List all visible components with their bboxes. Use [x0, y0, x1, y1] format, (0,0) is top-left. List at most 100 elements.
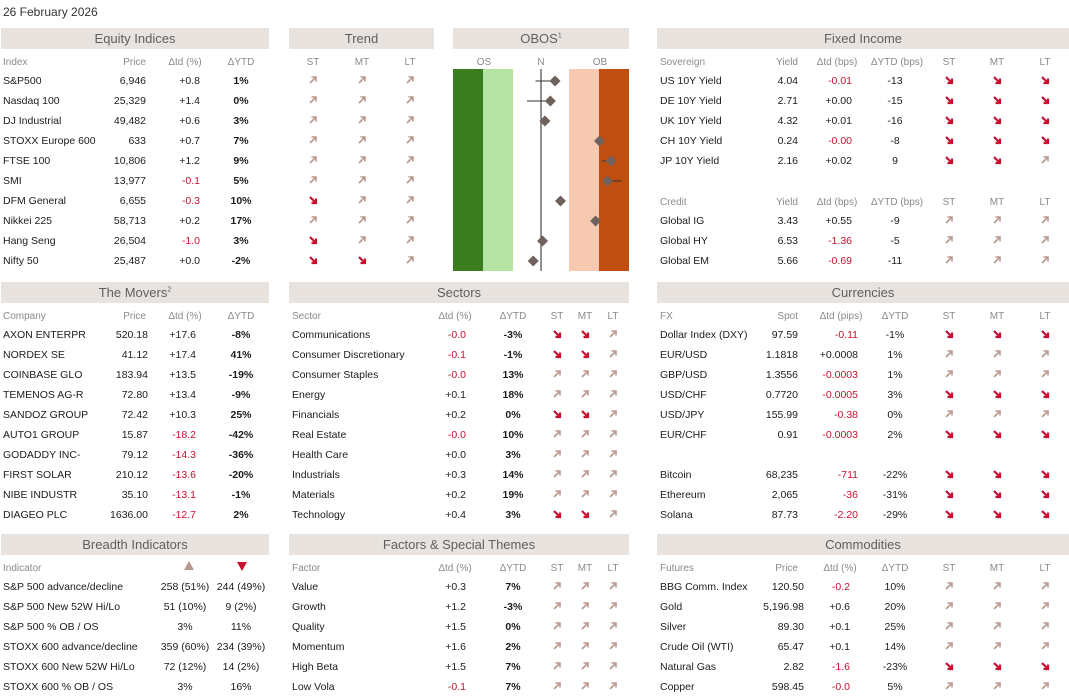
sector-ytd: -3%: [503, 329, 523, 341]
arrow-up-right-icon: [1035, 345, 1055, 365]
arrow-down-right-icon: [987, 325, 1007, 345]
obos-header: OBOS1: [453, 28, 629, 49]
fx-ytd: 3%: [887, 389, 903, 401]
equity-name: Nikkei 225: [3, 215, 53, 227]
commodity-row: Gold 5,196.98 +0.6 20%: [0, 597, 1069, 617]
equity-price: 25,329: [113, 95, 146, 107]
factor-ytd: 2%: [505, 641, 521, 653]
commod-col-2: Δtd (%): [823, 563, 857, 574]
factors-header: Factors & Special Themes: [289, 534, 629, 555]
arrow-up-right-icon: [400, 91, 420, 111]
arrow-up-right-icon: [603, 637, 623, 657]
sector-d: +0.3: [445, 469, 466, 481]
trend-col-1: MT: [354, 57, 370, 68]
arrow-up-right-icon: [987, 251, 1007, 271]
currencies-header-title: Currencies: [831, 285, 895, 300]
sovereign-d: +0.00: [825, 95, 852, 107]
equity-price: 633: [128, 135, 146, 147]
commodity-ytd: 25%: [884, 621, 906, 633]
arrow-down-right-icon: [575, 505, 595, 525]
arrow-down-right-icon: [1035, 505, 1055, 525]
commodity-p: 65.47: [777, 641, 804, 653]
crypto-ytd: -22%: [882, 469, 908, 481]
trend-row: [0, 111, 1069, 131]
breadth-a: 258 (51%): [160, 581, 210, 593]
arrow-up-right-icon: [547, 485, 567, 505]
arrow-down-right-icon: [939, 91, 959, 111]
movers-price: 520.18: [115, 329, 148, 341]
arrow-up-right-icon: [303, 131, 323, 151]
sovereign-row: CH 10Y Yield 0.24 -0.00 -8: [0, 131, 1069, 151]
fx-d: -0.0003: [822, 429, 858, 441]
commod-col-0: Futures: [660, 563, 694, 574]
movers-d: +13.4: [169, 389, 196, 401]
sector-name: Health Care: [292, 449, 349, 461]
factor-name: Quality: [292, 621, 325, 633]
breadth-b: 244 (49%): [216, 581, 266, 593]
equity-d: +0.7: [179, 135, 200, 147]
trend-row: [0, 171, 1069, 191]
credit-name: Global HY: [660, 235, 708, 247]
arrow-up-right-icon: [939, 405, 959, 425]
arrow-down-right-icon: [575, 345, 595, 365]
movers-price: 15.87: [121, 429, 148, 441]
equity-price: 58,713: [113, 215, 146, 227]
equity-row: DFM General 6,655 -0.3 10%: [0, 191, 1069, 211]
sector-name: Energy: [292, 389, 326, 401]
commodity-ytd: 10%: [884, 581, 906, 593]
arrow-down-right-icon: [303, 251, 323, 271]
factors-col-1: Δtd (%): [438, 563, 472, 574]
arrow-up-right-icon: [303, 91, 323, 111]
movers-col-0: Company: [3, 311, 46, 322]
sector-d: -0.0: [447, 329, 466, 341]
trend-row: [0, 91, 1069, 111]
sector-ytd: 13%: [502, 369, 524, 381]
sectors-col-2: ΔYTD: [499, 311, 527, 322]
arrow-up-right-icon: [1035, 251, 1055, 271]
fx-name: GBP/USD: [660, 369, 708, 381]
sectors-col-0: Sector: [292, 311, 321, 322]
movers-d: +17.6: [169, 329, 196, 341]
factor-name: Growth: [292, 601, 326, 613]
arrow-up-right-icon: [939, 637, 959, 657]
arrow-up-right-icon: [603, 365, 623, 385]
arrow-down-right-icon: [575, 405, 595, 425]
arrow-up-right-icon: [1035, 637, 1055, 657]
commodity-name: Natural Gas: [660, 661, 717, 673]
factors-col-5: LT: [607, 563, 619, 574]
movers-name: GODADDY INC-: [3, 449, 81, 461]
fixed-col-3: ΔYTD (bps): [870, 197, 924, 208]
arrow-up-right-icon: [1035, 231, 1055, 251]
commodity-d: +0.6: [829, 601, 850, 613]
movers-row: TEMENOS AG-R 72.80 +13.4 -9%: [0, 385, 1069, 405]
fx-s: 1.1818: [765, 349, 798, 361]
movers-price: 183.94: [115, 369, 148, 381]
arrow-down-right-icon: [547, 505, 567, 525]
equity-indices-header-title: Equity Indices: [94, 31, 176, 46]
arrow-down-right-icon: [1035, 111, 1055, 131]
fixed-income-header: Fixed Income: [657, 28, 1069, 49]
trend-row: [0, 211, 1069, 231]
commodity-name: Copper: [660, 681, 695, 693]
sector-name: Industrials: [292, 469, 340, 481]
sector-d: -0.1: [447, 349, 466, 361]
sector-d: +0.2: [445, 489, 466, 501]
fx-row: Dollar Index (DXY) 97.59 -0.11 -1%: [0, 325, 1069, 345]
fx-s: 1.3556: [765, 369, 798, 381]
credit-y: 5.66: [777, 255, 798, 267]
breadth-b: 16%: [230, 681, 252, 693]
arrow-up-right-icon: [575, 485, 595, 505]
sector-row: Real Estate -0.0 10%: [0, 425, 1069, 445]
sector-ytd: 10%: [502, 429, 524, 441]
arrow-down-right-icon: [939, 111, 959, 131]
sector-row: Health Care +0.0 3%: [0, 445, 1069, 465]
arrow-up-right-icon: [603, 405, 623, 425]
obos-marker: [539, 115, 551, 127]
credit-d: -1.36: [828, 235, 852, 247]
movers-ytd: -1%: [231, 489, 251, 501]
movers-ytd: -20%: [228, 469, 254, 481]
sector-ytd: 3%: [505, 509, 521, 521]
arrow-up-right-icon: [603, 617, 623, 637]
breadth-a: 3%: [177, 681, 193, 693]
arrow-up-right-icon: [352, 171, 372, 191]
